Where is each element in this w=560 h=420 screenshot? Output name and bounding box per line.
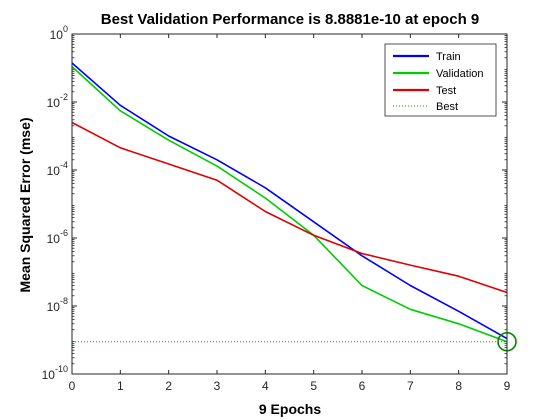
legend-label-test: Test [436,85,456,97]
y-tick-label: 10-10 [42,364,68,382]
x-tick-label: 4 [262,379,269,393]
axes-frame [71,33,508,375]
legend: Train Validation Test Best [384,43,497,117]
legend-label-train: Train [436,51,461,63]
x-tick-label: 9 [504,379,511,393]
x-tick-label: 5 [310,379,317,393]
y-tick-label: 10-8 [47,296,68,314]
legend-label-validation: Validation [436,68,484,80]
y-tick-label: 10-6 [47,228,68,246]
y-tick-label: 10-4 [47,160,68,178]
x-tick-label: 6 [359,379,366,393]
series-layer [71,62,508,343]
x-tick-label: 1 [117,379,124,393]
series-line-test [71,121,508,294]
x-axis-ticks: 0 1 2 3 4 5 6 7 8 9 [69,34,511,393]
legend-label-best: Best [436,101,458,113]
x-tick-label: 8 [455,379,462,393]
x-tick-label: 2 [165,379,172,393]
y-axis-label: Mean Squared Error (mse) [17,117,33,292]
y-tick-label: 10-2 [47,92,68,110]
x-tick-label: 7 [407,379,414,393]
x-tick-label: 3 [214,379,221,393]
series-line-train [71,62,508,340]
series-line-validation [71,66,508,343]
chart-title: Best Validation Performance is 8.8881e-1… [101,11,480,28]
x-tick-label: 0 [69,379,76,393]
x-axis-label: 9 Epochs [259,401,321,417]
y-tick-label: 100 [50,24,68,42]
